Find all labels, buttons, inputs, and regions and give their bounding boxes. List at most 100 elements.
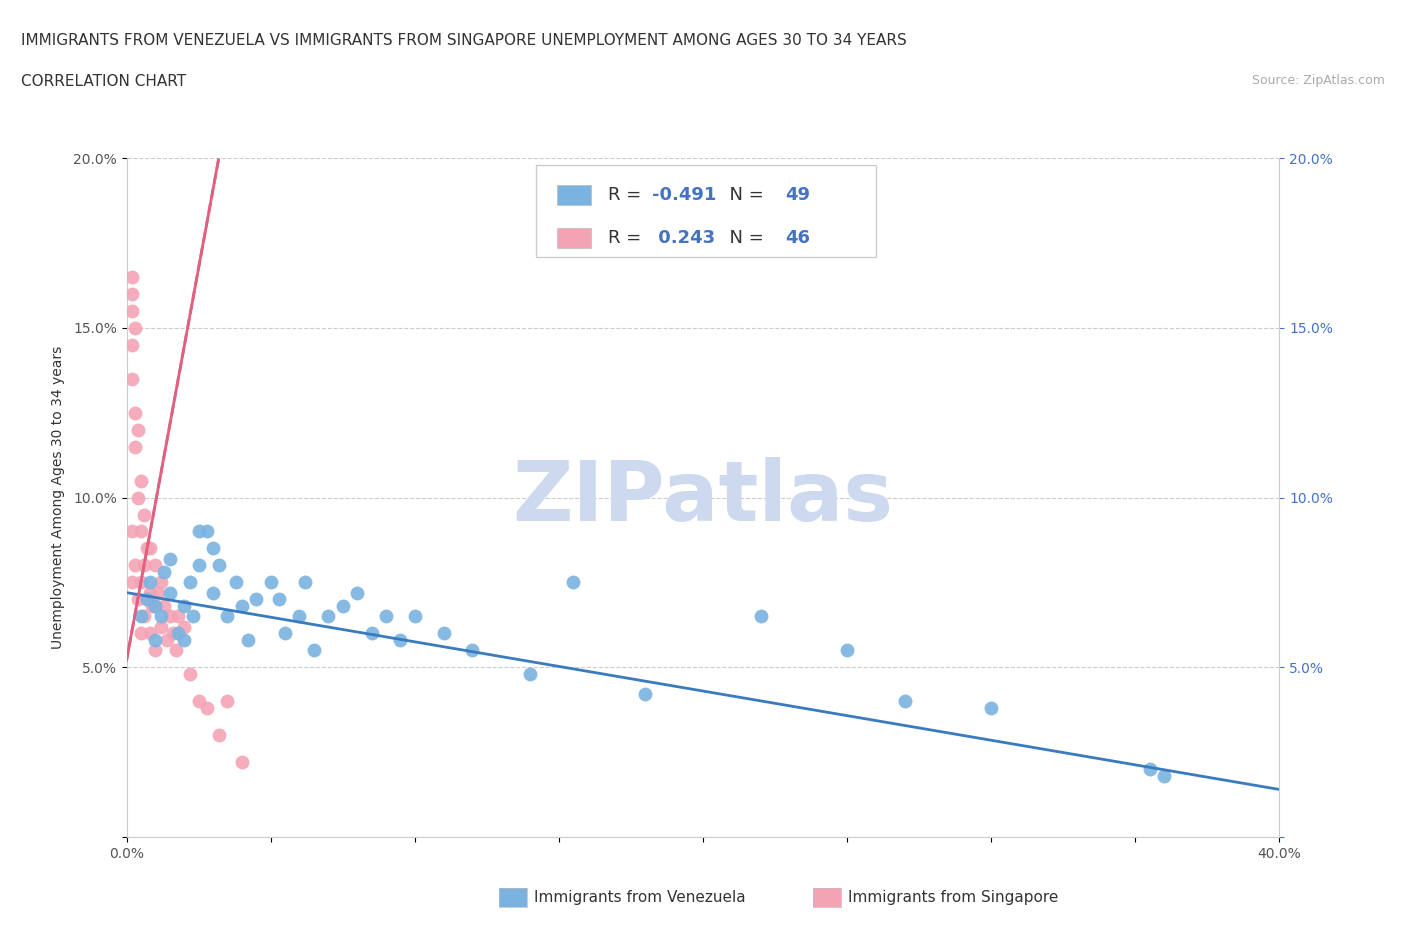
Point	[135, 592, 157, 607]
Point	[148, 585, 170, 600]
Point	[124, 439, 146, 454]
Point	[1139, 762, 1161, 777]
Text: 46: 46	[785, 229, 810, 247]
Point	[145, 632, 166, 647]
Point	[302, 643, 325, 658]
Point	[135, 541, 157, 556]
Point	[121, 270, 143, 285]
Text: R =: R =	[609, 186, 647, 204]
Y-axis label: Unemployment Among Ages 30 to 34 years: Unemployment Among Ages 30 to 34 years	[51, 346, 65, 649]
Point	[187, 694, 209, 709]
Point	[159, 551, 181, 566]
Text: CORRELATION CHART: CORRELATION CHART	[21, 74, 186, 89]
Point	[124, 558, 146, 573]
Point	[150, 609, 173, 624]
Point	[269, 592, 291, 607]
Point	[360, 626, 382, 641]
Point	[225, 575, 247, 590]
Point	[127, 422, 149, 437]
Point	[562, 575, 585, 590]
Point	[208, 558, 231, 573]
Point	[346, 585, 368, 600]
Point	[167, 626, 190, 641]
Point	[145, 599, 166, 614]
Point	[217, 694, 239, 709]
Point	[274, 626, 297, 641]
Point	[179, 575, 201, 590]
Text: -0.491: -0.491	[652, 186, 717, 204]
Bar	[557, 228, 591, 248]
Point	[135, 592, 157, 607]
Point	[231, 599, 253, 614]
Text: 0.243: 0.243	[652, 229, 716, 247]
Point	[156, 632, 179, 647]
Bar	[536, 165, 876, 257]
Point	[461, 643, 484, 658]
Point	[121, 338, 143, 352]
Point	[749, 609, 772, 624]
Point	[294, 575, 316, 590]
Bar	[557, 185, 591, 206]
Point	[195, 525, 218, 539]
Point	[138, 541, 160, 556]
Point	[121, 575, 143, 590]
Point	[634, 687, 657, 702]
Point	[179, 667, 201, 682]
Point	[318, 609, 340, 624]
Point	[259, 575, 281, 590]
Point	[127, 490, 149, 505]
Point	[121, 286, 143, 301]
Text: N =: N =	[718, 186, 769, 204]
Point	[404, 609, 426, 624]
Point	[153, 565, 176, 579]
Text: ZIPatlas: ZIPatlas	[513, 457, 893, 538]
Point	[162, 626, 184, 641]
Point	[245, 592, 267, 607]
Point	[835, 643, 858, 658]
Point	[894, 694, 917, 709]
Point	[173, 599, 195, 614]
Point	[141, 599, 163, 614]
Point	[433, 626, 456, 641]
Point	[217, 609, 239, 624]
Point	[519, 667, 541, 682]
Text: N =: N =	[718, 229, 769, 247]
Point	[138, 585, 160, 600]
Point	[167, 609, 190, 624]
Point	[202, 541, 225, 556]
Point	[208, 727, 231, 742]
Point	[129, 626, 152, 641]
Point	[132, 507, 155, 522]
Point	[165, 643, 187, 658]
Text: Source: ZipAtlas.com: Source: ZipAtlas.com	[1251, 74, 1385, 87]
Point	[980, 700, 1002, 715]
Point	[138, 626, 160, 641]
Point	[195, 700, 218, 715]
Point	[129, 525, 152, 539]
Text: Immigrants from Venezuela: Immigrants from Venezuela	[534, 890, 747, 905]
Point	[332, 599, 354, 614]
Point	[150, 575, 173, 590]
Point	[173, 619, 195, 634]
Point	[159, 585, 181, 600]
Point	[121, 303, 143, 318]
Point	[374, 609, 398, 624]
Point	[288, 609, 311, 624]
Point	[129, 473, 152, 488]
Text: 49: 49	[785, 186, 810, 204]
Point	[187, 525, 209, 539]
Point	[150, 619, 173, 634]
Point	[187, 558, 209, 573]
Point	[121, 371, 143, 386]
Point	[145, 643, 166, 658]
Point	[202, 585, 225, 600]
Point	[173, 632, 195, 647]
Point	[132, 558, 155, 573]
Point	[124, 320, 146, 336]
Point	[145, 599, 166, 614]
Point	[127, 592, 149, 607]
Point	[145, 558, 166, 573]
Point	[121, 525, 143, 539]
Point	[181, 609, 204, 624]
Point	[138, 575, 160, 590]
